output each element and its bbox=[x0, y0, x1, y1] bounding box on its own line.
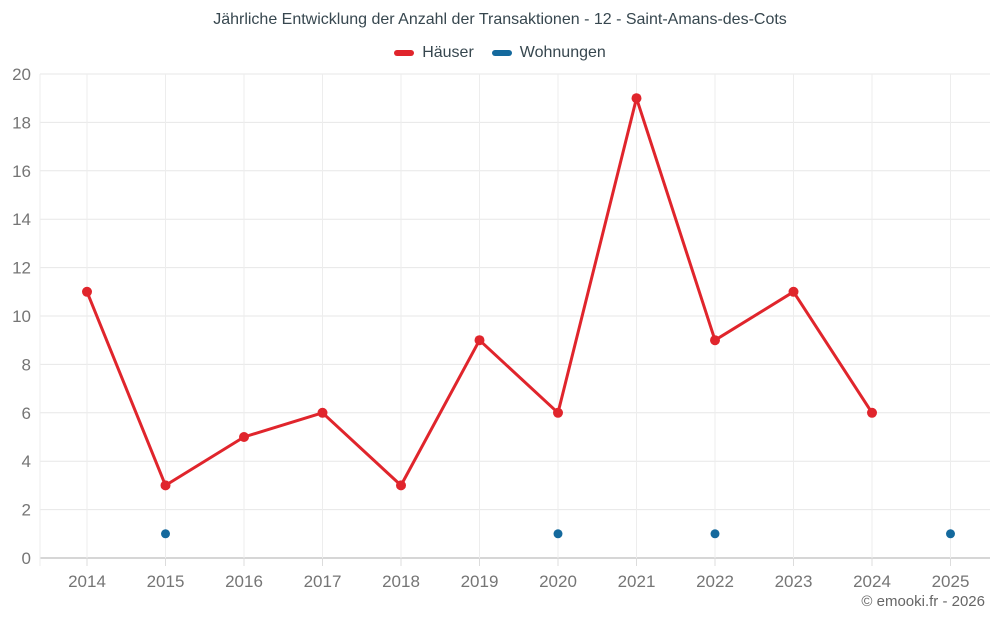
chart-title: Jährliche Entwicklung der Anzahl der Tra… bbox=[213, 11, 787, 28]
data-point-häuser-2024[interactable] bbox=[867, 407, 877, 418]
y-axis-tick-label: 18 bbox=[12, 113, 31, 132]
legend-marker-haeuser-icon bbox=[394, 50, 415, 56]
data-point-häuser-2016[interactable] bbox=[239, 432, 249, 442]
y-axis-tick-label: 10 bbox=[12, 307, 31, 326]
x-axis-tick-label: 2024 bbox=[853, 572, 891, 591]
legend-label-wohnungen: Wohnungen bbox=[519, 44, 606, 61]
x-axis-tick-label: 2016 bbox=[225, 572, 263, 591]
data-point-häuser-2023[interactable] bbox=[788, 286, 799, 297]
y-axis-tick-label: 0 bbox=[22, 549, 31, 568]
x-axis-tick-label: 2025 bbox=[932, 572, 970, 591]
data-point-häuser-2014[interactable] bbox=[82, 286, 92, 297]
data-point-häuser-2021[interactable] bbox=[631, 93, 642, 104]
x-axis-tick-label: 2023 bbox=[775, 572, 813, 591]
x-axis-tick-label: 2015 bbox=[147, 572, 185, 591]
legend-label-haeuser: Häuser bbox=[422, 44, 474, 61]
data-point-häuser-2018[interactable] bbox=[396, 480, 406, 491]
data-point-wohnungen-2015[interactable] bbox=[161, 529, 170, 539]
data-point-häuser-2022[interactable] bbox=[710, 335, 720, 346]
data-point-wohnungen-2020[interactable] bbox=[553, 529, 563, 539]
legend-item-wohnungen[interactable]: Wohnungen bbox=[491, 44, 606, 62]
x-axis-tick-label: 2019 bbox=[461, 572, 499, 591]
copyright: © emooki.fr - 2026 bbox=[861, 593, 985, 610]
y-axis-tick-label: 14 bbox=[12, 210, 31, 229]
y-axis-tick-label: 4 bbox=[22, 452, 31, 471]
y-axis-tick-label: 12 bbox=[12, 259, 31, 278]
x-axis-tick-label: 2021 bbox=[618, 572, 656, 591]
x-axis-tick-label: 2014 bbox=[68, 572, 106, 591]
x-axis-tick-label: 2022 bbox=[696, 572, 734, 591]
y-axis-tick-label: 2 bbox=[22, 501, 31, 520]
x-axis-tick-label: 2017 bbox=[304, 572, 342, 591]
data-point-häuser-2020[interactable] bbox=[553, 407, 563, 418]
x-axis-tick-label: 2020 bbox=[539, 572, 577, 591]
y-axis-tick-label: 20 bbox=[12, 65, 31, 84]
data-point-wohnungen-2025[interactable] bbox=[946, 529, 955, 539]
y-axis-tick-label: 8 bbox=[22, 355, 31, 374]
data-point-häuser-2017[interactable] bbox=[317, 407, 328, 418]
data-point-wohnungen-2022[interactable] bbox=[710, 529, 720, 539]
data-point-häuser-2019[interactable] bbox=[474, 335, 485, 346]
legend: Häuser Wohnungen bbox=[0, 44, 1000, 62]
x-axis-tick-label: 2018 bbox=[382, 572, 420, 591]
y-axis-tick-label: 16 bbox=[12, 162, 31, 181]
legend-marker-wohnungen-icon bbox=[491, 50, 512, 56]
data-point-häuser-2015[interactable] bbox=[160, 480, 171, 491]
legend-item-haeuser[interactable]: Häuser bbox=[394, 44, 474, 62]
y-axis-tick-label: 6 bbox=[22, 404, 31, 423]
